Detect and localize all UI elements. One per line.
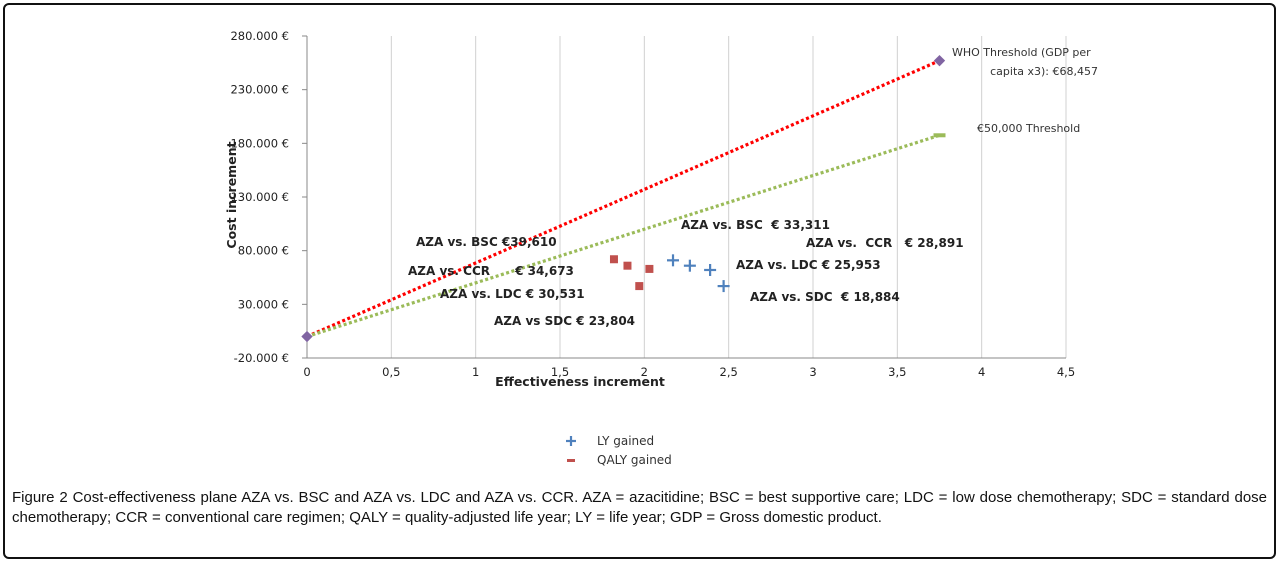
x-tick-label: 3 xyxy=(809,365,816,379)
legend-item-qaly: QALY gained xyxy=(567,453,672,467)
x-tick-label: 0 xyxy=(303,365,310,379)
y-tick-label: 130.000 € xyxy=(230,190,289,204)
threshold-lines xyxy=(301,55,946,343)
who-threshold-label-line2: capita x3): €68,457 xyxy=(990,65,1098,78)
x-tick-label: 1 xyxy=(472,365,479,379)
data-points xyxy=(609,254,730,293)
y-tick-labels: -20.000 € 30.000 € 80.000 € 130.000 € 180.00… xyxy=(230,29,289,365)
x-tick-label: 0,5 xyxy=(382,365,400,379)
y-tick-label: 280.000 € xyxy=(230,29,289,43)
qaly-gained-point xyxy=(623,261,632,270)
ly-gained-point xyxy=(667,254,680,267)
x-tick-label: 1,5 xyxy=(551,365,569,379)
y-tick-label: 180.000 € xyxy=(230,136,289,150)
annotation-qaly-sdc: AZA vs SDC € 23,804 xyxy=(494,314,635,328)
fifty-k-threshold-line xyxy=(306,133,940,339)
vertical-gridlines xyxy=(390,36,1067,358)
qaly-gained-point xyxy=(645,264,654,273)
y-tick-label: -20.000 € xyxy=(234,351,289,365)
axes xyxy=(302,35,1066,359)
annotation-qaly-bsc: AZA vs. BSC €39,610 xyxy=(416,235,557,249)
x-tick-label: 4 xyxy=(978,365,985,379)
x-tick-label: 2 xyxy=(641,365,648,379)
y-tick-label: 230.000 € xyxy=(230,83,289,97)
annotation-qaly-ldc: AZA vs. LDC € 30,531 xyxy=(440,287,585,301)
cost-effectiveness-chart: -20.000 € 30.000 € 80.000 € 130.000 € 180.00… xyxy=(224,29,1098,467)
x-tick-label: 4,5 xyxy=(1057,365,1075,379)
who-threshold-label-line1: WHO Threshold (GDP per xyxy=(952,46,1091,59)
y-axis-title: Cost increment xyxy=(224,141,239,248)
y-tick-label: 80.000 € xyxy=(238,244,289,258)
ly-gained-point xyxy=(717,280,730,293)
square-marker-icon xyxy=(567,459,575,462)
legend-label-ly: LY gained xyxy=(597,434,654,448)
legend: LY gained QALY gained xyxy=(566,434,672,467)
ly-gained-point xyxy=(683,259,696,272)
legend-item-ly: LY gained xyxy=(566,434,654,448)
annotation-ly-ccr: AZA vs. CCR € 28,891 xyxy=(806,236,964,250)
ly-gained-point xyxy=(704,263,717,276)
figure-frame xyxy=(3,3,1276,559)
figure-caption: Figure 2 Cost-effectiveness plane AZA vs… xyxy=(12,489,1267,526)
fifty-k-threshold-endpoint xyxy=(933,133,946,138)
qaly-gained-point xyxy=(635,282,644,291)
annotation-ly-ldc: AZA vs. LDC € 25,953 xyxy=(736,258,881,272)
x-tick-label: 3,5 xyxy=(888,365,906,379)
legend-label-qaly: QALY gained xyxy=(597,453,672,467)
legend-plus xyxy=(566,436,576,446)
annotation-qaly-ccr: AZA vs. CCR € 34,673 xyxy=(408,264,574,278)
x-tick-labels: 0 0,5 1 1,5 2 2,5 3 3,5 4 4,5 xyxy=(303,365,1075,379)
x-tick-label: 2,5 xyxy=(720,365,738,379)
qaly-gained-point xyxy=(609,255,618,264)
annotation-ly-sdc: AZA vs. SDC € 18,884 xyxy=(750,290,900,304)
legend-square xyxy=(567,459,575,462)
plus-marker-icon xyxy=(566,436,576,446)
origin-marker xyxy=(301,330,313,343)
y-tick-label: 30.000 € xyxy=(238,297,289,311)
annotation-ly-bsc: AZA vs. BSC € 33,311 xyxy=(681,218,830,232)
x-axis-title: Effectiveness increment xyxy=(495,374,665,389)
fifty-k-threshold-label: €50,000 Threshold xyxy=(977,122,1080,135)
who-threshold-endpoint xyxy=(933,55,946,67)
